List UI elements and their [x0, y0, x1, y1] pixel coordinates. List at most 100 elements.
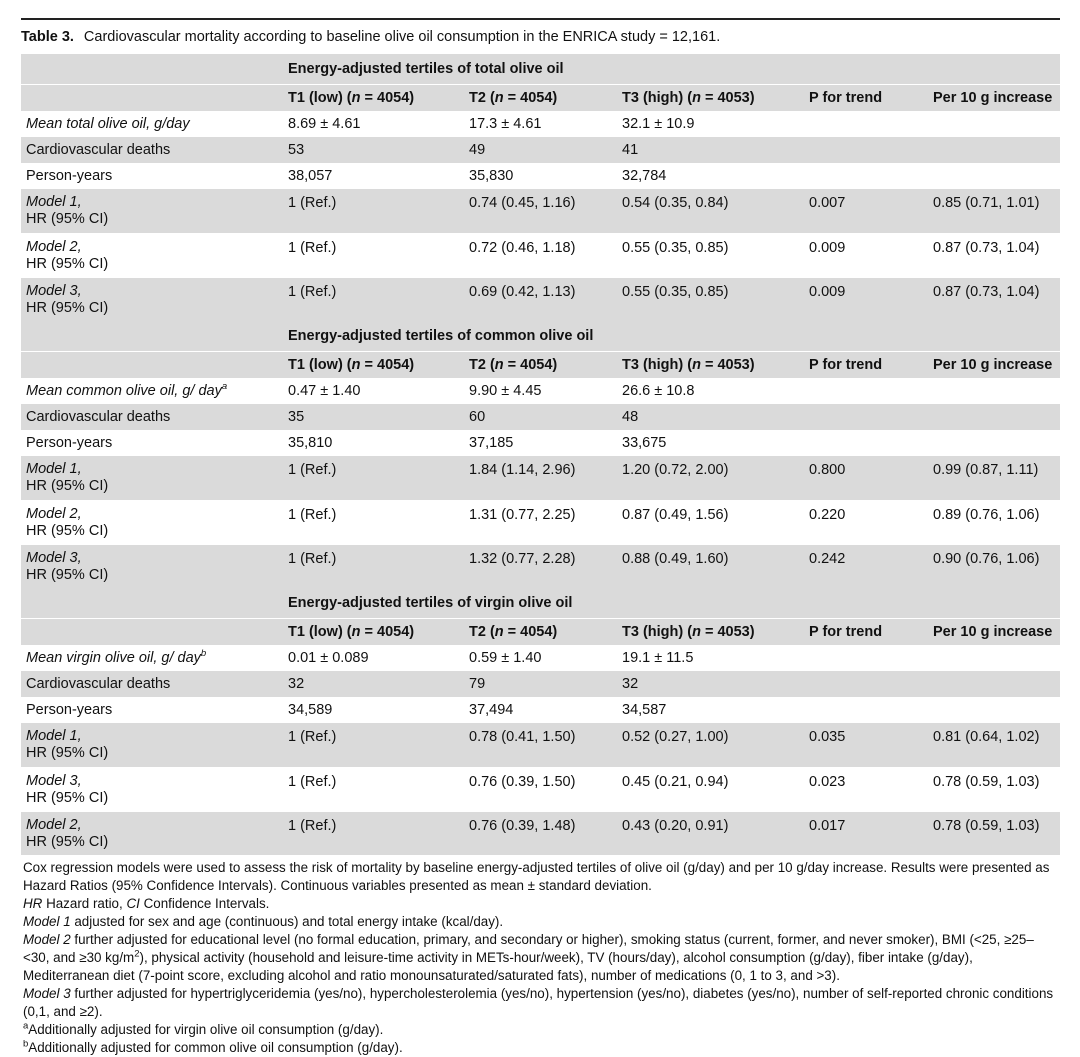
deaths-value: 32: [617, 671, 804, 697]
column-header-t3: T3 (high) (n = 4053): [617, 351, 804, 378]
deaths-value: 35: [283, 404, 464, 430]
mean-row: Mean virgin olive oil, g/ dayb 0.01 ± 0.0…: [21, 645, 1061, 671]
note-model-1: Model 1 adjusted for sex and age (contin…: [23, 913, 1060, 931]
model-value: 0.87 (0.73, 1.04): [928, 276, 1061, 321]
mean-value: [928, 111, 1061, 137]
model-label: Model 3, HR (95% CI): [21, 276, 283, 321]
model-value: 0.023: [804, 766, 928, 811]
column-header-t1: T1 (low) (n = 4054): [283, 351, 464, 378]
deaths-value: 41: [617, 137, 804, 163]
model-value: 0.74 (0.45, 1.16): [464, 189, 617, 233]
column-header-row: T1 (low) (n = 4054) T2 (n = 4054) T3 (high…: [21, 351, 1061, 378]
model-name: Model 1,: [26, 461, 82, 477]
model-value: 1.20 (0.72, 2.00): [617, 456, 804, 500]
column-header-per-10g: Per 10 g increase: [928, 618, 1061, 645]
model-value: 0.78 (0.59, 1.03): [928, 766, 1061, 811]
note-model-2-text-a: further adjusted for educational level (…: [23, 932, 1034, 965]
results-table: Energy-adjusted tertiles of total olive …: [21, 54, 1061, 855]
mean-value: [928, 645, 1061, 671]
model-value: 0.76 (0.39, 1.48): [464, 810, 617, 855]
person-years-row: Person-years 34,589 37,494 34,587: [21, 697, 1061, 723]
n-symbol: n: [692, 624, 701, 640]
mean-value: 0.01 ± 0.089: [283, 645, 464, 671]
model-label: Model 1, HR (95% CI): [21, 189, 283, 233]
model-sub: HR (95% CI): [26, 833, 109, 850]
model-sub: HR (95% CI): [26, 255, 109, 272]
mean-label-sup: b: [200, 648, 207, 660]
n-symbol: n: [351, 357, 361, 373]
table-3-figure: Table 3. Cardiovascular mortality accordi…: [21, 18, 1061, 1057]
abbr-hr: HR: [23, 896, 43, 911]
section-title-row: Energy-adjusted tertiles of total olive …: [21, 54, 1061, 85]
model-row: Model 1, HR (95% CI) 1 (Ref.) 0.74 (0.45, 1…: [21, 189, 1061, 233]
deaths-value: [928, 137, 1061, 163]
mean-label: Mean virgin olive oil, g/ dayb: [21, 645, 283, 671]
section-title: Energy-adjusted tertiles of total olive …: [283, 54, 1061, 85]
model-value: 0.009: [804, 232, 928, 277]
mean-label-sup: a: [221, 381, 228, 393]
model-value: 0.89 (0.76, 1.06): [928, 499, 1061, 544]
deaths-value: [928, 671, 1061, 697]
model-row: Model 2, HR (95% CI) 1 (Ref.) 0.72 (0.46, 1…: [21, 232, 1061, 277]
mean-value: [928, 378, 1061, 404]
person-years-label: Person-years: [21, 163, 283, 189]
model-value: 0.72 (0.46, 1.18): [464, 232, 617, 277]
n-symbol: n: [692, 357, 701, 373]
column-header-t1: T1 (low) (n = 4054): [283, 84, 464, 111]
n-value: = 4054): [360, 357, 415, 373]
person-years-label: Person-years: [21, 697, 283, 723]
deaths-value: [804, 671, 928, 697]
note-cox: Cox regression models were used to asses…: [23, 860, 1050, 893]
person-years-value: 35,810: [283, 430, 464, 456]
mean-value: 32.1 ± 10.9: [617, 111, 804, 137]
model-value: 0.035: [804, 723, 928, 767]
model-value: 0.52 (0.27, 1.00): [617, 723, 804, 767]
model-value: 1 (Ref.): [283, 810, 464, 855]
n-symbol: n: [351, 90, 361, 106]
model-label: Model 3, HR (95% CI): [21, 766, 283, 811]
section-title: Energy-adjusted tertiles of virgin olive…: [283, 588, 1061, 619]
model-row: Model 3, HR (95% CI) 1 (Ref.) 0.69 (0.42, 1…: [21, 276, 1061, 321]
table-caption: Table 3. Cardiovascular mortality accordi…: [21, 20, 1060, 54]
person-years-value: [804, 430, 928, 456]
footnote-a: aAdditionally adjusted for virgin olive …: [23, 1021, 1060, 1039]
model-value: 1 (Ref.): [283, 456, 464, 500]
top-rule: [21, 18, 1060, 20]
empty-cell: [21, 618, 283, 645]
table-caption-text: Cardiovascular mortality according to ba…: [83, 29, 721, 45]
n-value: = 4054): [503, 90, 558, 106]
mean-value: [804, 645, 928, 671]
mean-value: [804, 378, 928, 404]
model-value: 0.78 (0.41, 1.50): [464, 723, 617, 767]
mean-value: 26.6 ± 10.8: [617, 378, 804, 404]
note-model-1-text: adjusted for sex and age (continuous) an…: [70, 914, 504, 929]
footnote-a-text: Additionally adjusted for virgin olive o…: [28, 1022, 384, 1037]
person-years-value: [928, 430, 1061, 456]
model-sub: HR (95% CI): [26, 789, 109, 806]
n-value: = 4053): [700, 90, 755, 106]
model-value: 0.87 (0.73, 1.04): [928, 232, 1061, 277]
column-header-t1: T1 (low) (n = 4054): [283, 618, 464, 645]
empty-cell: [21, 588, 283, 619]
model-value: 0.54 (0.35, 0.84): [617, 189, 804, 233]
abbr-ci-text: Confidence Intervals.: [139, 896, 270, 911]
model-sub: HR (95% CI): [26, 299, 109, 316]
column-header-t3: T3 (high) (n = 4053): [617, 84, 804, 111]
person-years-value: [804, 163, 928, 189]
model-name: Model 3,: [26, 772, 82, 789]
model-value: 0.800: [804, 456, 928, 500]
model-value: 0.88 (0.49, 1.60): [617, 543, 804, 588]
person-years-value: 38,057: [283, 163, 464, 189]
model-sub: HR (95% CI): [26, 211, 109, 227]
model-value: 1.84 (1.14, 2.96): [464, 456, 617, 500]
model-value: 1 (Ref.): [283, 232, 464, 277]
deaths-value: 32: [283, 671, 464, 697]
note-model-2-sup: 2: [134, 948, 140, 960]
model-value: 1.32 (0.77, 2.28): [464, 543, 617, 588]
person-years-value: 35,830: [464, 163, 617, 189]
model-row: Model 3, HR (95% CI) 1 (Ref.) 0.76 (0.39, 1…: [21, 766, 1061, 811]
model-value: 1.31 (0.77, 2.25): [464, 499, 617, 544]
column-header-p-trend: P for trend: [804, 84, 928, 111]
model-label: Model 2, HR (95% CI): [21, 232, 283, 277]
empty-cell: [21, 351, 283, 378]
